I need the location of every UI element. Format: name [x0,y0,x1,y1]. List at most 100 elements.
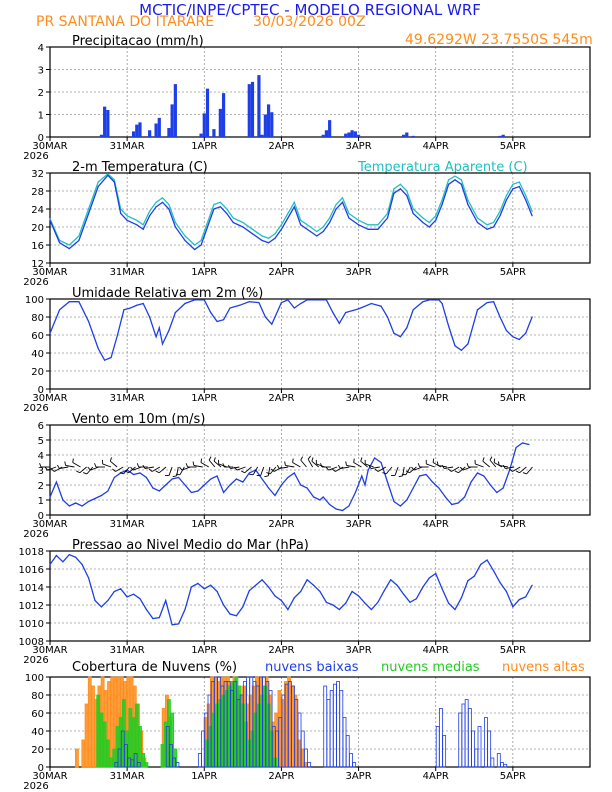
humidity-line-point [300,302,302,305]
humidity-line-point [110,356,112,359]
y-tick-label: 0 [38,511,44,522]
temp-line-point [377,228,379,230]
temp-line-point [428,226,430,228]
cloud-low-bar [336,681,340,768]
pressure-line-point [210,584,212,586]
wind-speed-line-point [280,484,283,486]
apparent-temp-line-point [206,221,209,224]
temp-line-point [412,212,414,215]
temp-line-point [194,248,196,251]
x-tick-label: 4APR [423,519,449,530]
precip-bar [173,84,177,137]
x-tick-label: 31MAR [110,645,145,656]
apparent-temp-line-point [261,235,263,237]
temp-line-point [518,185,520,188]
temp-line-point [454,179,456,181]
wind-barb [132,466,142,471]
apparent-temp-line-point [219,201,221,203]
cloud-high-bar [91,685,95,768]
y-tick-label: 5 [38,436,44,447]
pressure-line-point [222,604,225,606]
wind-barb-flag [447,468,452,472]
pressure-line-point [55,554,58,557]
x-tick-label: 1APR [191,267,217,278]
precip-bar [250,81,255,137]
precip-bar [405,132,409,137]
wind-barb-flag [124,470,129,474]
apparent-temp-line-point [467,199,469,201]
wind-speed-line-point [322,496,324,498]
wind-barb-flag [56,464,60,469]
wind-barb-flag [72,458,74,463]
panel-frame [49,424,591,516]
wind-barb-flag [489,456,493,461]
humidity-line-point [59,309,61,311]
wind-barb-flag [148,468,153,472]
pressure-line-point [357,595,360,597]
x-tick-label: 3APR [345,393,371,404]
apparent-temp-line-point [512,183,514,185]
precip-bar [167,128,171,137]
cloud-low-bar [197,753,202,768]
wind-barb-flag [320,463,323,468]
apparent-temp-line-point [435,215,437,217]
humidity-line-point [174,311,176,314]
wind-barb-flag [515,470,520,474]
pressure-line-point [338,608,340,611]
precip-bar [356,134,361,137]
precip-bar [266,104,271,137]
humidity-line-point [399,336,401,338]
apparent-temp-line-point [476,217,479,219]
wind-speed-line-point [361,475,363,477]
temp-line-point [316,235,318,237]
x-tick-label: 2APR [268,267,294,278]
humidity-line-point [184,302,186,305]
temp-line-point [126,219,128,221]
wind-speed-line-point [68,505,70,507]
wind-barb-flag [64,461,67,466]
wind-barb [236,466,246,471]
wind-barb-flag [432,458,435,463]
wind-barb [79,466,87,474]
wind-barb [168,466,173,476]
cloud-mid-bar [109,757,113,768]
wind-speed-line-point [367,469,369,471]
pressure-line-point [145,608,148,611]
temp-line-point [206,226,209,228]
humidity-line-point [512,336,514,338]
temp-line-point [393,192,395,194]
y-tick-label: 0 [38,133,44,144]
pressure-line-point [486,559,488,561]
wind-barb-flag [185,463,188,468]
wind-barb-flag [360,457,363,462]
apparent-temp-line-point [406,190,408,192]
wind-barb-flag [368,464,372,469]
humidity-line-point [274,316,276,318]
wind-speed-line-point [100,494,103,497]
temp-line-point [200,244,202,246]
y-tick-label: 1010 [19,619,44,630]
pressure-line-point [422,586,424,588]
precip-bar [347,132,351,137]
wind-barb-flag [482,457,485,462]
wind-speed-line-point [438,487,440,489]
wind-barb [353,462,362,468]
humidity-line-point [438,299,440,301]
wind-barb-flag [454,470,459,474]
y-tick-label: 80 [31,313,44,324]
wind-barb [409,466,417,474]
x-tick-label: 31MAR [110,519,145,530]
wind-speed-line-point [483,475,485,477]
wind-barb [462,466,472,471]
cloud-low-bar [332,683,337,768]
pressure-line-point [332,604,334,606]
humidity-line-point [505,329,508,332]
wind-barb-flag [270,468,275,472]
humidity-line-point [136,304,138,306]
pressure-title: Pressao ao Nivel Medio do Mar (hPa) [72,538,309,553]
wind-barb [279,466,289,470]
pressure-line-point [190,586,193,588]
wind-speed-line-point [464,496,466,498]
humidity-line-point [216,320,218,323]
cloud-mid-bar [105,739,110,768]
